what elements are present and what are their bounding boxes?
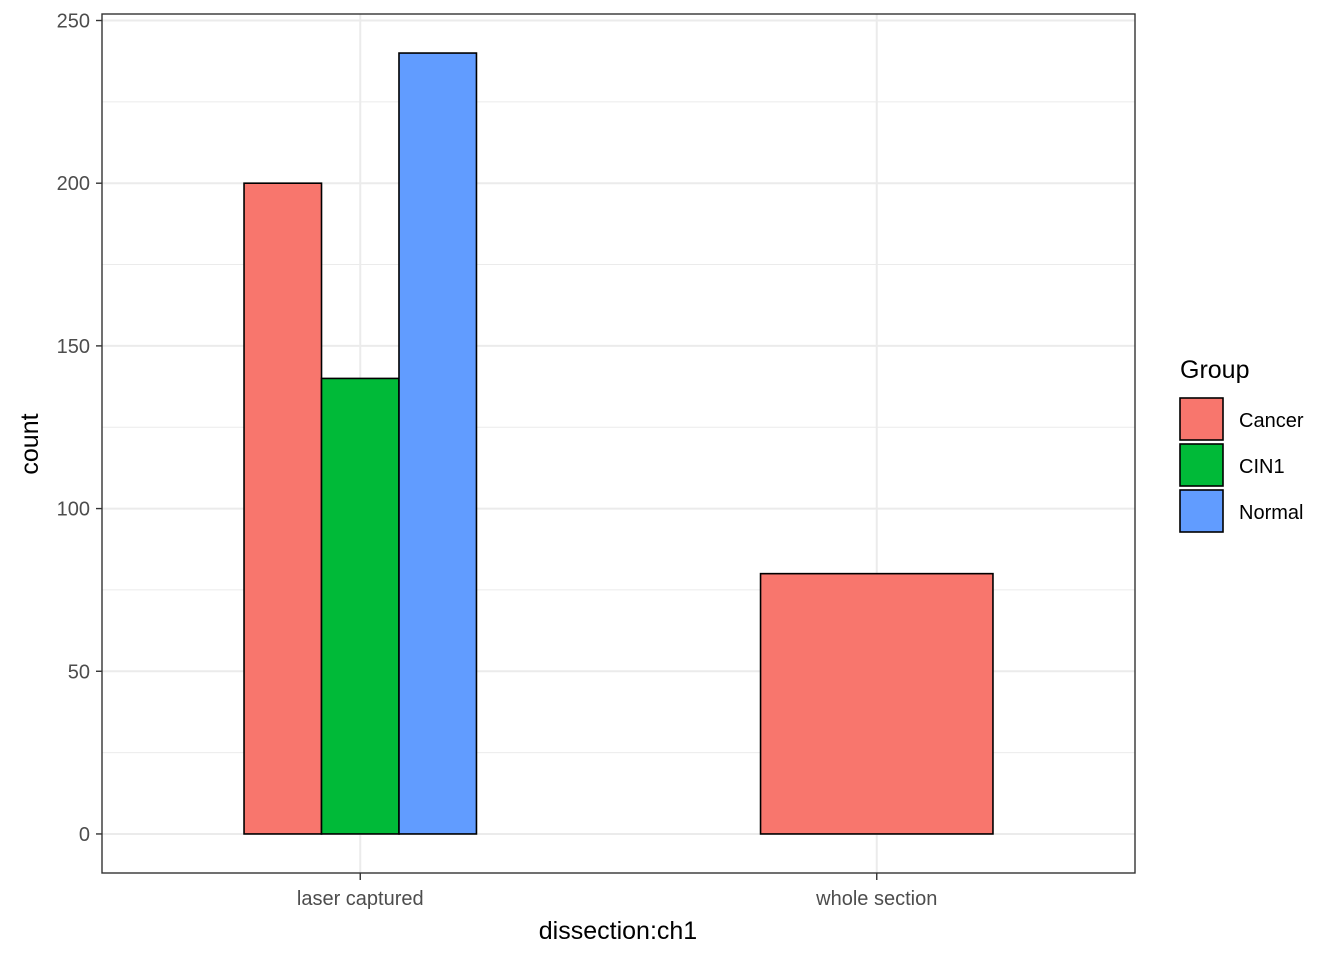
bar-cancer-laser-captured — [243, 182, 323, 835]
bar-normal-laser-captured — [398, 52, 478, 835]
x-axis: laser captured whole section — [297, 873, 937, 910]
y-axis: 0 50 100 150 200 250 — [57, 11, 102, 846]
legend-key-normal — [1179, 489, 1224, 533]
y-tick-label: 50 — [68, 661, 90, 683]
legend-label-cin1: CIN1 — [1239, 456, 1285, 478]
bar-cancer-whole-section — [759, 572, 994, 835]
bars — [243, 52, 994, 835]
x-tick-label: laser captured — [297, 888, 424, 910]
legend-label-cancer: Cancer — [1239, 410, 1304, 432]
panel-border — [101, 13, 1136, 874]
y-tick-label: 0 — [79, 824, 90, 846]
x-axis-title: dissection:ch1 — [539, 917, 697, 945]
legend-key-cin1 — [1179, 443, 1224, 487]
y-tick-label: 150 — [57, 336, 90, 358]
y-tick-label: 200 — [57, 173, 90, 195]
bar-cin1-laser-captured — [320, 377, 400, 835]
legend-key-cancer — [1179, 397, 1224, 441]
y-tick-label: 100 — [57, 499, 90, 521]
y-tick-label: 250 — [57, 11, 90, 33]
x-tick-label: whole section — [815, 888, 937, 910]
legend-label-normal: Normal — [1239, 502, 1303, 524]
legend: Group Cancer CIN1 Normal — [1179, 356, 1304, 533]
legend-title: Group — [1180, 356, 1249, 384]
y-axis-title: count — [16, 413, 44, 474]
